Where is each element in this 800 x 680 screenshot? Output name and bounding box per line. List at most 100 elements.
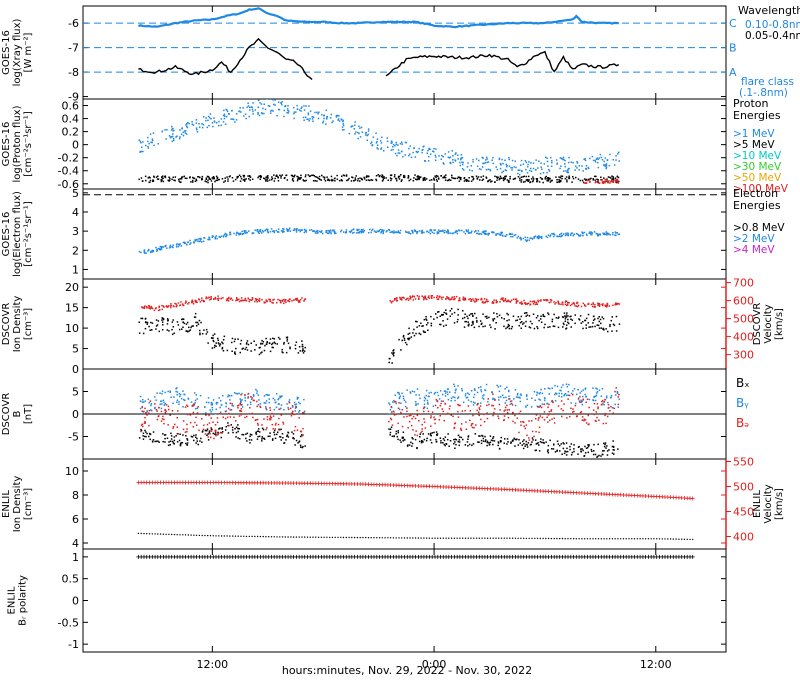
series-point: [160, 400, 163, 402]
series-point: [482, 440, 485, 442]
series-point: [565, 442, 568, 444]
series-point: [452, 159, 454, 161]
series-point: [522, 181, 525, 183]
series-point: [610, 180, 612, 183]
series-point: [617, 303, 619, 305]
series-point: [220, 124, 222, 127]
series-point: [488, 316, 490, 319]
series-point: [376, 141, 378, 143]
series-point: [273, 298, 275, 301]
series-point: [302, 348, 304, 350]
series-point: [243, 230, 246, 232]
series-point: [277, 177, 279, 179]
series-point: [241, 348, 243, 350]
series-point: [265, 343, 268, 346]
series-point: [470, 400, 472, 403]
series-point: [424, 179, 426, 181]
series-point: [350, 180, 353, 182]
series-point: [342, 123, 344, 125]
series-point: [148, 176, 151, 178]
series-point: [476, 177, 478, 179]
series-point: [304, 175, 307, 178]
series-point: [173, 179, 175, 181]
series-point: [234, 351, 236, 353]
series-point: [458, 404, 460, 407]
series-point: [157, 440, 159, 442]
series-point: [268, 394, 270, 396]
series-point: [558, 392, 560, 395]
series-point: [536, 180, 538, 183]
series-point: [226, 234, 228, 236]
series-point: [296, 396, 299, 399]
series-point: [414, 156, 417, 158]
series-point: [431, 295, 433, 297]
series-point: [443, 439, 446, 442]
series-point: [341, 175, 343, 177]
series-point: [616, 179, 619, 182]
series-point: [458, 444, 460, 447]
series-point: [490, 181, 492, 183]
series-point: [175, 387, 177, 390]
series-point: [233, 232, 235, 235]
series-point: [172, 326, 175, 328]
series-point: [318, 175, 321, 178]
series-point: [408, 179, 410, 182]
series-point: [295, 406, 297, 409]
series-point: [588, 326, 590, 328]
series-point: [294, 403, 296, 406]
series-point: [295, 403, 298, 405]
series-point: [472, 158, 474, 161]
series-point: [437, 229, 440, 231]
series-point: [448, 232, 450, 234]
series-marker: [356, 536, 359, 539]
series-point: [210, 298, 212, 300]
series-point: [299, 350, 301, 352]
series-point: [260, 175, 262, 178]
series-point: [184, 393, 186, 396]
series-point: [178, 439, 181, 442]
series-point: [525, 424, 528, 426]
series-point: [577, 453, 579, 455]
series-point: [265, 393, 267, 396]
series-point: [532, 176, 534, 178]
series-point: [394, 145, 396, 147]
series-point: [274, 177, 276, 180]
series-point: [471, 313, 474, 315]
series-point: [558, 316, 560, 318]
series-point: [185, 442, 187, 445]
series-point: [432, 405, 435, 407]
series-point: [192, 325, 194, 327]
series-point: [189, 239, 191, 242]
series-point: [366, 175, 368, 177]
series-point: [207, 119, 209, 122]
series-point: [418, 298, 420, 300]
series-point: [443, 231, 445, 234]
y2-tick-label: 700: [733, 277, 754, 290]
series-point: [161, 329, 164, 331]
series-point: [237, 427, 239, 430]
series-point: [565, 451, 567, 453]
series-point: [398, 175, 401, 178]
series-point: [613, 453, 615, 455]
series-point: [497, 441, 500, 443]
series-point: [607, 330, 609, 333]
series-point: [463, 297, 465, 300]
series-point: [562, 322, 565, 324]
series-point: [418, 177, 421, 180]
x-tick-label: 12:00: [640, 658, 672, 671]
series-point: [464, 233, 467, 235]
series-point: [465, 421, 467, 423]
series-point: [587, 167, 590, 170]
series-point: [575, 176, 577, 179]
series-point: [266, 177, 268, 179]
series-point: [567, 321, 569, 324]
series-point: [259, 178, 261, 180]
series-point: [234, 121, 236, 123]
series-point: [525, 315, 527, 317]
series-point: [468, 298, 470, 301]
series-point: [186, 405, 189, 407]
series-point: [510, 299, 513, 302]
series-point: [464, 409, 466, 412]
series-point: [401, 143, 403, 145]
series-point: [565, 383, 568, 385]
